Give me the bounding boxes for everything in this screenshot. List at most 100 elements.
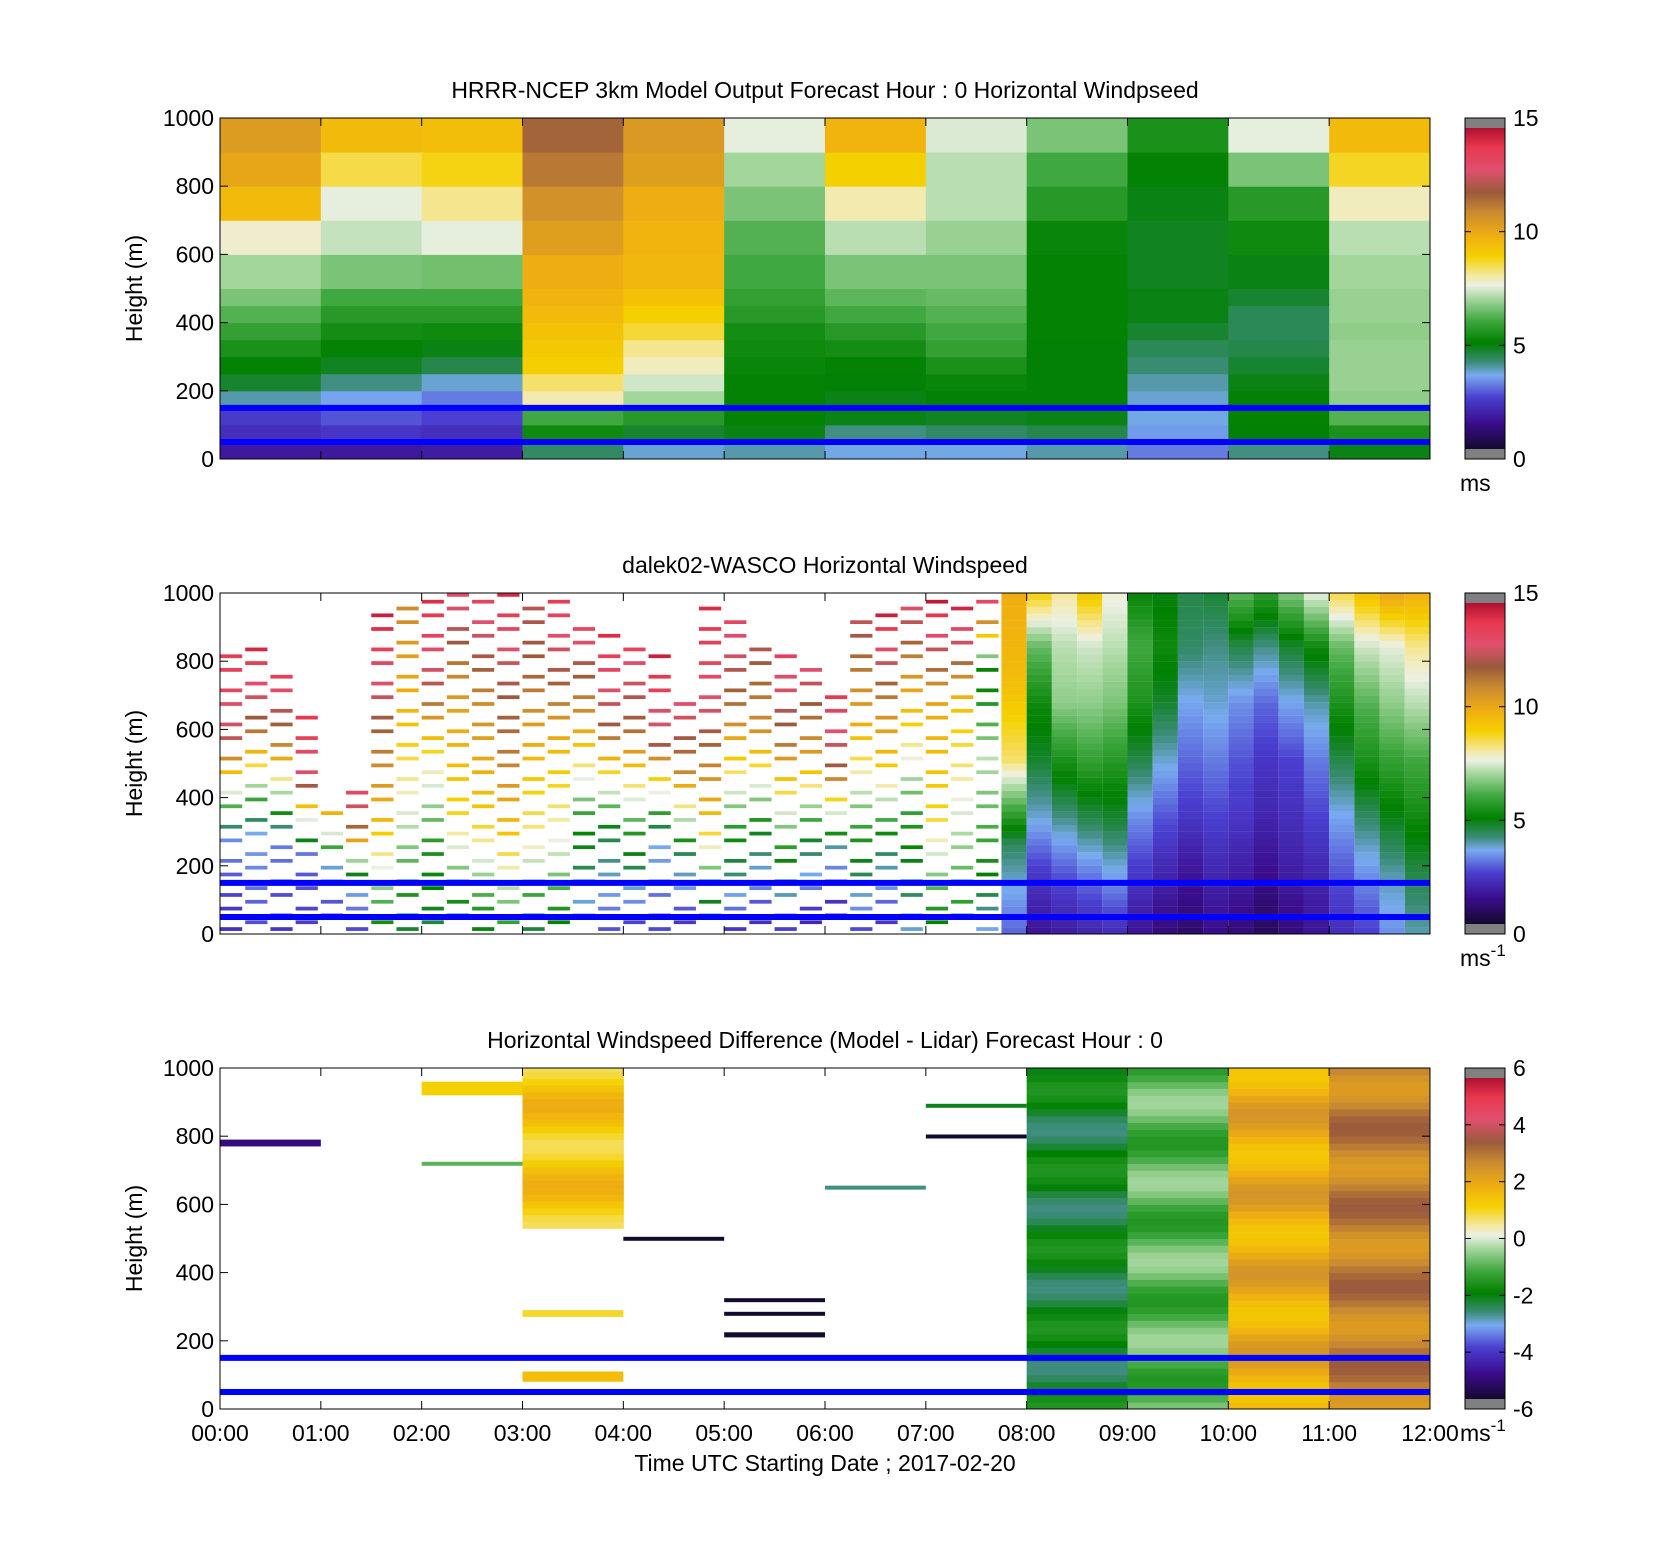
heatmap-cell <box>346 824 369 829</box>
heatmap-cell <box>1228 1095 1330 1103</box>
heatmap-cell <box>1051 729 1078 737</box>
heatmap-cell <box>1228 715 1254 723</box>
heatmap-cell <box>1077 749 1103 757</box>
heatmap-cell <box>1203 668 1229 675</box>
heatmap-cell <box>1253 872 1279 880</box>
heatmap-cell <box>547 599 570 604</box>
heatmap-cell <box>1026 681 1052 689</box>
x-tick-label: 01:00 <box>292 1420 350 1446</box>
heatmap-cell <box>522 407 624 426</box>
heatmap-cell <box>522 1098 624 1107</box>
heatmap-cell <box>875 899 898 904</box>
heatmap-cell <box>421 852 444 856</box>
heatmap-cell <box>1329 1306 1430 1315</box>
heatmap-cell <box>1379 872 1405 880</box>
heatmap-cell <box>1026 1204 1128 1212</box>
heatmap-cell <box>1203 674 1229 682</box>
heatmap-cell <box>925 254 1028 289</box>
heatmap-cell <box>1077 756 1103 764</box>
heatmap-cell <box>320 390 423 409</box>
heatmap-cell <box>1051 899 1078 907</box>
heatmap-cell <box>1127 756 1153 764</box>
heatmap-cell <box>724 906 747 911</box>
heatmap-cell <box>1001 756 1027 764</box>
heatmap-cell <box>698 845 722 850</box>
colorbar-tick-label: 10 <box>1513 219 1539 245</box>
heatmap-cell <box>320 322 423 341</box>
heatmap-cell <box>1253 654 1279 662</box>
heatmap-cell <box>1379 770 1405 778</box>
heatmap-cell <box>522 811 545 815</box>
heatmap-cell <box>1203 661 1229 669</box>
x-tick-label: 00:00 <box>191 1420 249 1446</box>
heatmap-cell <box>1127 407 1229 426</box>
heatmap-cell <box>825 797 848 802</box>
heatmap-cell <box>522 1139 624 1147</box>
heatmap-cell <box>1329 1204 1430 1212</box>
heatmap-cell <box>1329 1293 1430 1301</box>
heatmap-cell <box>825 743 848 747</box>
heatmap-cell <box>825 288 927 307</box>
heatmap-cell <box>1329 688 1355 696</box>
heatmap-cell <box>446 797 470 802</box>
heatmap-cell <box>1379 599 1405 607</box>
heatmap-cell <box>1026 1293 1128 1301</box>
heatmap-cell <box>1278 633 1304 641</box>
heatmap-cell <box>598 790 621 795</box>
heatmap-cell <box>245 797 268 802</box>
heatmap-cell <box>1203 695 1229 703</box>
heatmap-cell <box>1077 654 1103 662</box>
heatmap-cell <box>1354 797 1380 805</box>
heatmap-cell <box>1253 633 1279 641</box>
heatmap-cell <box>1127 886 1153 894</box>
heatmap-cell <box>1026 1327 1128 1335</box>
heatmap-cell <box>1329 865 1355 873</box>
heatmap-cell <box>1228 661 1254 669</box>
heatmap-cell <box>446 593 470 597</box>
heatmap-cell <box>598 668 621 672</box>
heatmap-cell <box>1177 722 1204 730</box>
heatmap-cell <box>522 1173 624 1182</box>
heatmap-cell <box>1152 797 1178 805</box>
heatmap-cell <box>572 674 596 679</box>
heatmap-cell <box>1001 620 1027 628</box>
heatmap-cell <box>1177 858 1204 866</box>
heatmap-cell <box>1026 1170 1128 1178</box>
heatmap-cell <box>1077 613 1103 621</box>
heatmap-cell <box>497 831 520 836</box>
heatmap-cell <box>1127 1374 1229 1383</box>
heatmap-cell <box>1127 1095 1229 1103</box>
heatmap-cell <box>1228 763 1254 771</box>
heatmap-cell <box>1026 1122 1128 1130</box>
heatmap-cell <box>1177 688 1204 696</box>
heatmap-cell <box>547 818 570 822</box>
heatmap-cell <box>1127 288 1229 307</box>
heatmap-cell <box>522 606 545 611</box>
heatmap-cell <box>1102 736 1128 744</box>
heatmap-cell <box>1102 668 1128 675</box>
heatmap-cell <box>1127 1068 1229 1076</box>
heatmap-cell <box>1404 899 1430 907</box>
heatmap-cell <box>1228 1286 1330 1294</box>
heatmap-cell <box>1303 640 1330 648</box>
heatmap-cell <box>1329 886 1355 894</box>
heatmap-cell <box>976 633 999 638</box>
heatmap-cell <box>1051 797 1078 805</box>
heatmap-cell <box>1278 688 1304 696</box>
heatmap-cell <box>900 790 923 795</box>
heatmap-cell <box>1228 627 1254 635</box>
heatmap-cell <box>522 1105 624 1113</box>
heatmap-cell <box>371 695 394 700</box>
heatmap-cell <box>1354 783 1380 791</box>
heatmap-cell <box>724 424 826 443</box>
heatmap-cell <box>825 152 927 187</box>
heatmap-cell <box>1102 756 1128 764</box>
heatmap-cell <box>1127 1074 1229 1083</box>
heatmap-cell <box>1278 927 1304 934</box>
heatmap-cell <box>1026 1177 1128 1185</box>
heatmap-cell <box>522 1310 624 1317</box>
heatmap-cell <box>623 1236 725 1241</box>
heatmap-cell <box>900 708 923 713</box>
heatmap-cell <box>421 356 523 375</box>
colorbar-tick-label: 0 <box>1513 921 1526 947</box>
